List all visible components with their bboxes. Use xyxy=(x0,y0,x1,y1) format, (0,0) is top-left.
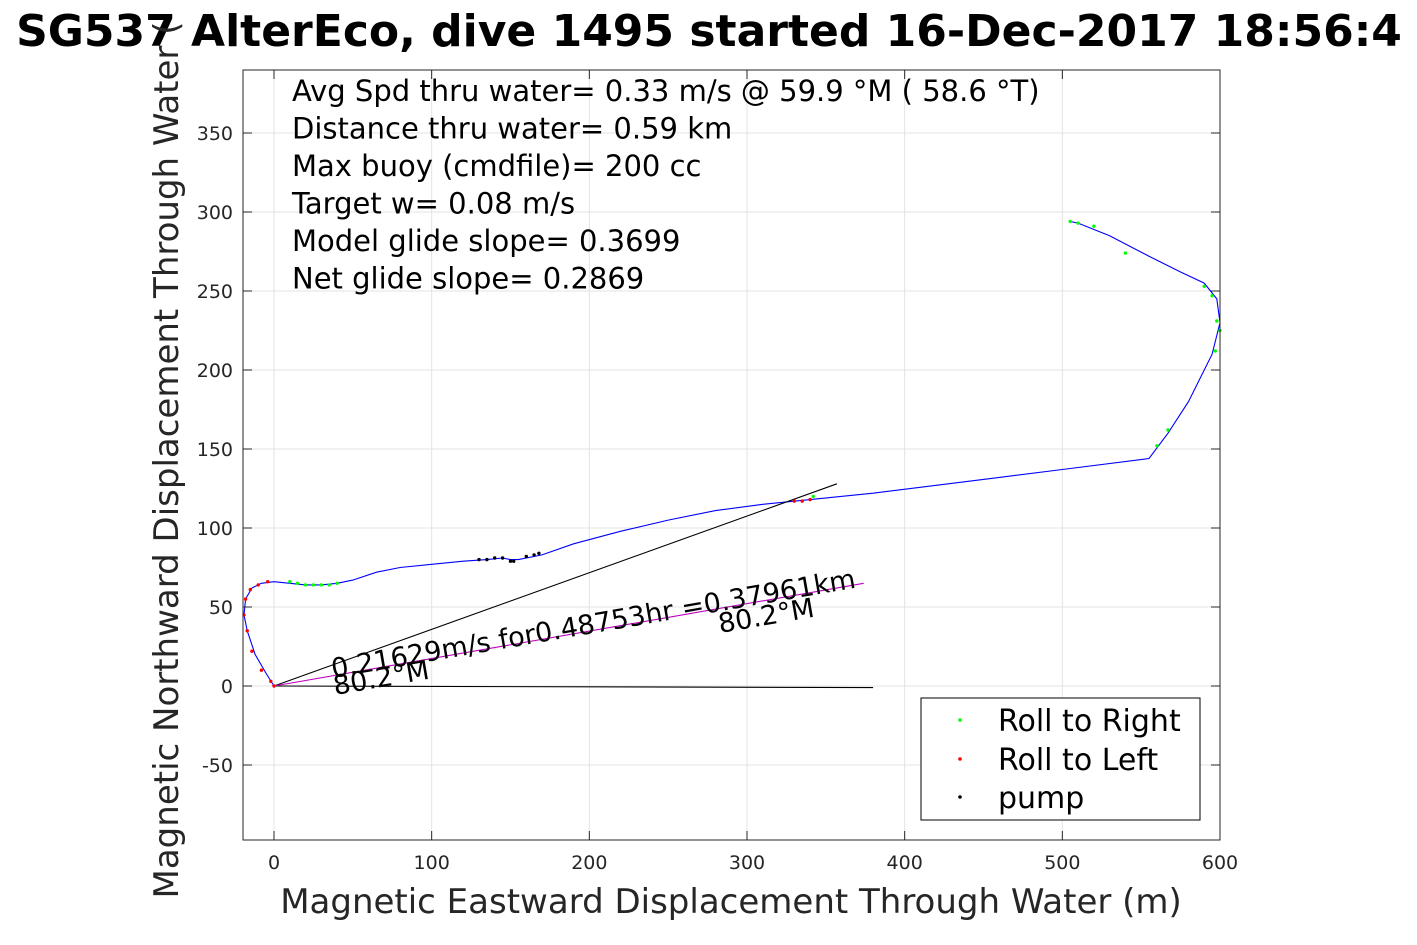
x-tick-label: 100 xyxy=(414,852,450,874)
legend-label-roll-right: Roll to Right xyxy=(998,704,1181,739)
point-roll-to-left xyxy=(792,499,796,503)
y-tick-label: -50 xyxy=(202,755,233,777)
point-pump xyxy=(477,557,481,562)
point-pump xyxy=(532,553,536,557)
point-roll-to-right xyxy=(1092,224,1096,228)
info-line: Model glide slope= 0.3699 xyxy=(292,224,680,258)
info-line: Max buoy (cmdfile)= 200 cc xyxy=(292,149,701,183)
point-roll-to-left xyxy=(243,597,248,601)
x-tick-label: 0 xyxy=(268,852,280,874)
y-tick-label: 0 xyxy=(221,676,233,698)
y-tick-label: 50 xyxy=(209,597,233,619)
point-roll-to-left xyxy=(245,629,249,633)
y-axis-label: Magnetic Northward Displacement Through … xyxy=(147,22,187,899)
x-axis-label: Magnetic Eastward Displacement Through W… xyxy=(280,882,1182,922)
point-roll-to-right xyxy=(1123,251,1128,255)
point-roll-to-right xyxy=(1076,221,1080,225)
point-pump xyxy=(508,559,513,563)
y-tick-label: 300 xyxy=(197,202,233,224)
legend-marker-pump xyxy=(958,795,962,799)
point-roll-to-left xyxy=(269,679,273,683)
info-line: Net glide slope= 0.2869 xyxy=(292,262,644,296)
point-roll-to-right xyxy=(1215,319,1219,323)
x-tick-label: 600 xyxy=(1202,852,1238,874)
x-tick-label: 200 xyxy=(571,852,607,874)
point-roll-to-left xyxy=(256,583,260,587)
point-roll-to-right xyxy=(295,581,300,585)
x-tick-label: 500 xyxy=(1044,852,1080,874)
x-tick-label: 400 xyxy=(887,852,923,874)
point-roll-to-right xyxy=(311,583,316,587)
series-line-3 xyxy=(273,582,864,687)
legend-marker-roll-left xyxy=(958,757,962,761)
point-roll-to-right xyxy=(319,583,323,587)
point-pump xyxy=(537,551,541,555)
info-line: Target w= 0.08 m/s xyxy=(291,187,575,221)
point-pump xyxy=(493,556,497,560)
point-pump xyxy=(524,554,528,559)
y-tick-label: 100 xyxy=(197,518,233,540)
y-tick-label: 250 xyxy=(197,281,233,303)
point-roll-to-right xyxy=(327,583,331,587)
point-pump xyxy=(485,557,489,562)
series-points xyxy=(242,219,1222,688)
legend-label-pump: pump xyxy=(998,781,1084,816)
y-tick-label: 350 xyxy=(197,123,233,145)
series-lines xyxy=(243,220,1221,689)
point-pump xyxy=(512,559,516,563)
point-roll-to-left xyxy=(259,668,264,672)
info-line: Distance thru water= 0.59 km xyxy=(292,112,732,146)
point-roll-to-left xyxy=(266,580,270,584)
info-text-block: Avg Spd thru water= 0.33 m/s @ 59.9 °M (… xyxy=(291,74,1040,296)
legend: Roll to Right Roll to Left pump xyxy=(920,697,1201,821)
point-roll-to-right xyxy=(1166,428,1170,432)
info-line: Avg Spd thru water= 0.33 m/s @ 59.9 °M (… xyxy=(292,74,1040,108)
chart-title: SG537 AlterEco, dive 1495 started 16-Dec… xyxy=(16,6,1402,57)
point-roll-to-right xyxy=(1210,294,1214,298)
y-tick-label: 200 xyxy=(197,360,233,382)
series-line-0 xyxy=(243,220,1221,687)
point-roll-to-left xyxy=(248,587,252,592)
point-roll-to-right xyxy=(1202,284,1206,288)
axis-ticks: 0 100 200 300 400 500 600 -50 0 50 100 150 200 250 300… xyxy=(197,70,1238,874)
legend-label-roll-left: Roll to Left xyxy=(998,743,1158,778)
point-roll-to-left xyxy=(808,497,812,502)
series-line-1 xyxy=(273,483,838,687)
point-roll-to-left xyxy=(800,499,804,503)
point-roll-to-right xyxy=(288,580,292,584)
plot-frame xyxy=(242,69,1221,841)
point-roll-to-right xyxy=(1213,349,1218,353)
point-roll-to-left xyxy=(250,649,254,653)
legend-marker-roll-right xyxy=(958,718,962,722)
point-pump xyxy=(500,556,505,560)
point-roll-to-right xyxy=(303,583,308,587)
point-roll-to-right xyxy=(1155,444,1159,448)
point-roll-to-right xyxy=(335,581,339,585)
y-tick-label: 150 xyxy=(197,439,233,461)
series-line-2 xyxy=(273,685,874,689)
legend-box xyxy=(920,697,1201,821)
x-tick-label: 300 xyxy=(729,852,765,874)
point-roll-to-left xyxy=(272,684,276,688)
point-roll-to-right xyxy=(1068,219,1072,224)
point-roll-to-right xyxy=(811,494,815,499)
